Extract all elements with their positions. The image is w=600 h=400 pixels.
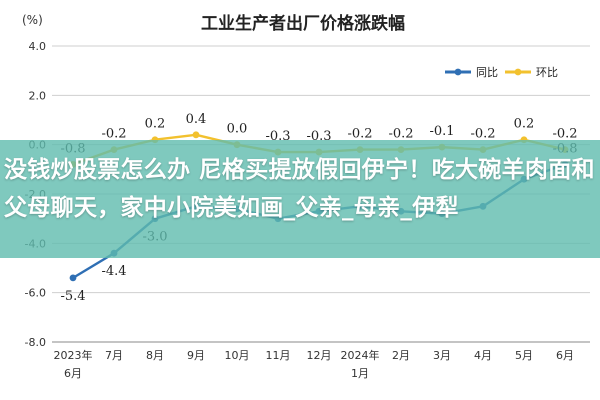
data-label: -0.2: [101, 127, 126, 142]
data-label: 0.2: [514, 117, 535, 132]
data-label: -0.2: [388, 127, 413, 142]
data-label: 0.2: [145, 117, 166, 132]
x-tick-label: 10月: [225, 349, 250, 362]
data-label: 0.4: [186, 112, 207, 127]
y-axis-unit-label: (%): [22, 13, 43, 27]
data-label: -0.2: [347, 127, 372, 142]
y-tick-label: 2.0: [29, 89, 47, 102]
legend-label: 同比: [476, 66, 498, 79]
promo-overlay-text[interactable]: 没钱炒股票怎么办 尼格买提放假回伊宁！吃大碗羊肉面和父母聊天，家中小院美如画_父…: [4, 157, 595, 221]
x-tick-label: 12月: [307, 349, 332, 362]
legend-label: 环比: [536, 66, 558, 79]
data-point: [69, 274, 77, 282]
legend-swatch-marker: [454, 68, 462, 76]
x-tick-label: 2月: [392, 349, 410, 362]
legend-swatch-marker: [514, 68, 522, 76]
data-label: -0.2: [470, 127, 495, 142]
data-label: -5.4: [60, 289, 85, 304]
x-tick-label: 2023年: [54, 348, 93, 362]
data-label: -0.2: [552, 127, 577, 142]
x-tick-label: 2024年: [341, 348, 380, 362]
chart-title: 工业生产者出厂价格涨跌幅: [201, 13, 405, 34]
x-tick-label: 7月: [105, 349, 123, 362]
x-tick-label: 9月: [187, 349, 205, 362]
x-tick-label: 11月: [266, 349, 291, 362]
data-label: 0.0: [227, 122, 248, 137]
y-tick-label: -8.0: [25, 336, 46, 349]
x-tick-label-line2: 1月: [351, 367, 369, 380]
x-tick-label: 8月: [146, 349, 164, 362]
x-tick-label: 5月: [515, 349, 533, 362]
x-tick-label: 4月: [474, 349, 492, 362]
data-label: -0.1: [429, 124, 454, 139]
x-tick-label: 6月: [556, 349, 574, 362]
data-label: -4.4: [101, 264, 126, 279]
y-tick-label: -6.0: [25, 287, 46, 300]
data-point: [192, 131, 200, 139]
x-tick-label: 3月: [433, 349, 451, 362]
x-tick-label-line2: 6月: [64, 367, 82, 380]
promo-overlay-band[interactable]: [0, 140, 600, 258]
y-tick-label: 4.0: [29, 40, 47, 53]
